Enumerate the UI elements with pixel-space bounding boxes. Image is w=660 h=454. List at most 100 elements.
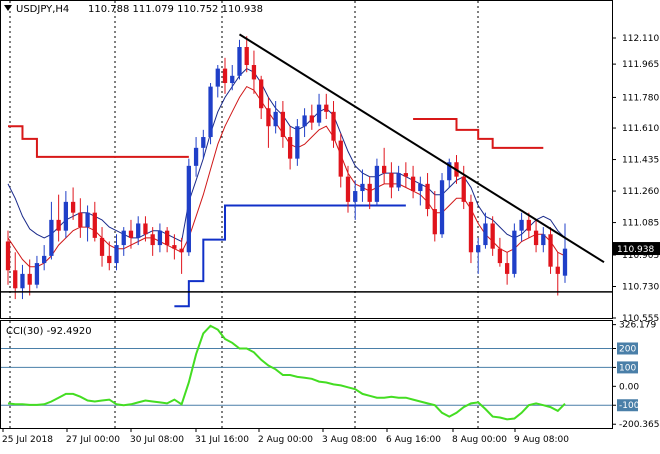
bear-candle[interactable] (410, 176, 416, 192)
bull-candle[interactable] (396, 173, 401, 188)
bear-candle[interactable] (432, 209, 437, 235)
bull-candle[interactable] (418, 183, 423, 192)
bull-candle[interactable] (121, 230, 126, 246)
bear-candle[interactable] (490, 223, 495, 249)
bull-candle[interactable] (34, 263, 40, 285)
bull-candle[interactable] (541, 234, 546, 246)
bull-candle[interactable] (273, 111, 278, 127)
bear-candle[interactable] (172, 245, 177, 249)
bull-candle[interactable] (193, 147, 199, 166)
bear-candle[interactable] (143, 223, 148, 235)
bull-candle[interactable] (562, 248, 568, 276)
bear-candle[interactable] (468, 201, 474, 253)
bear-candle[interactable] (548, 234, 553, 267)
bull-candle[interactable] (49, 219, 54, 256)
bear-candle[interactable] (338, 140, 343, 177)
bear-candle[interactable] (389, 173, 394, 188)
bear-candle[interactable] (179, 248, 184, 253)
bull-candle[interactable] (208, 86, 213, 138)
bear-candle[interactable] (99, 237, 105, 256)
bull-candle[interactable] (20, 273, 25, 289)
bull-candle[interactable] (136, 223, 141, 238)
candles-layer[interactable] (5, 36, 568, 300)
bear-candle[interactable] (244, 47, 249, 66)
bear-candle[interactable] (497, 248, 503, 264)
bear-candle[interactable] (382, 165, 387, 174)
price-tick-label: 111.780 (622, 93, 659, 103)
cci-level-tag (617, 361, 638, 374)
price-tick-label: 110.905 (622, 251, 659, 261)
bear-candle[interactable] (27, 273, 32, 285)
cci-layer (7, 324, 566, 421)
bear-candle[interactable] (287, 137, 293, 159)
bull-candle[interactable] (295, 126, 300, 159)
bull-candle[interactable] (85, 212, 90, 228)
bull-candle[interactable] (186, 165, 191, 253)
bull-candle[interactable] (215, 68, 220, 87)
bear-candle[interactable] (403, 173, 408, 177)
cci-level-tag (617, 399, 638, 412)
price-tick-label: 110.555 (622, 314, 659, 324)
bull-candle[interactable] (360, 183, 365, 192)
bull-candle[interactable] (353, 191, 358, 202)
moving-average-line (7, 67, 566, 243)
bear-candle[interactable] (266, 108, 271, 127)
bull-candle[interactable] (42, 255, 47, 264)
price-tick-label: 111.085 (622, 219, 659, 229)
bull-candle[interactable] (374, 165, 380, 202)
bear-candle[interactable] (13, 270, 18, 289)
drawings-layer[interactable] (1, 33, 612, 293)
bear-candle[interactable] (5, 241, 11, 271)
bull-candle[interactable] (316, 104, 322, 123)
bear-candle[interactable] (165, 230, 170, 246)
bear-candle[interactable] (425, 183, 430, 210)
bull-candle[interactable] (439, 180, 445, 235)
bull-candle[interactable] (512, 230, 517, 274)
bull-candle[interactable] (237, 47, 242, 76)
bull-candle[interactable] (157, 230, 163, 246)
bear-candle[interactable] (504, 263, 510, 274)
time-tick-label: 8 Aug 00:00 (452, 435, 507, 445)
price-tick-label: 112.110 (622, 34, 659, 44)
bear-candle[interactable] (150, 234, 155, 246)
tenkan-line (174, 204, 406, 308)
bear-candle[interactable] (324, 104, 329, 112)
bear-candle[interactable] (309, 115, 314, 123)
cci-tick-label: 326.179 (619, 321, 656, 331)
triangle-down-icon[interactable] (4, 5, 12, 11)
bear-candle[interactable] (92, 212, 97, 238)
trendline[interactable] (238, 33, 605, 264)
bear-candle[interactable] (70, 201, 76, 213)
bear-candle[interactable] (280, 111, 286, 138)
bear-candle[interactable] (259, 79, 264, 109)
bull-candle[interactable] (447, 162, 452, 181)
bear-candle[interactable] (128, 230, 134, 238)
bear-candle[interactable] (251, 65, 257, 80)
bull-candle[interactable] (230, 75, 235, 84)
bear-candle[interactable] (107, 255, 112, 264)
price-series-layer (7, 67, 566, 308)
bear-candle[interactable] (56, 219, 61, 231)
ohlc-readout: 110.788 111.079 110.752 110.938 (88, 4, 263, 15)
bear-candle[interactable] (533, 230, 539, 246)
bull-candle[interactable] (519, 219, 524, 231)
bear-candle[interactable] (526, 219, 531, 231)
bear-candle[interactable] (222, 68, 228, 84)
bear-candle[interactable] (78, 212, 83, 228)
bear-candle[interactable] (555, 266, 560, 274)
cci-level-tag (617, 342, 638, 355)
bull-candle[interactable] (302, 115, 307, 127)
bear-candle[interactable] (345, 176, 351, 202)
time-tick-label: 3 Aug 08:00 (322, 435, 377, 445)
bull-candle[interactable] (114, 245, 119, 264)
bull-candle[interactable] (483, 223, 488, 246)
bull-candle[interactable] (476, 245, 481, 253)
bull-candle[interactable] (63, 201, 69, 231)
bull-candle[interactable] (201, 137, 206, 148)
bear-candle[interactable] (331, 111, 336, 141)
bear-candle[interactable] (461, 176, 466, 202)
time-tick-label: 6 Aug 16:00 (386, 435, 441, 445)
bear-candle[interactable] (367, 183, 372, 202)
